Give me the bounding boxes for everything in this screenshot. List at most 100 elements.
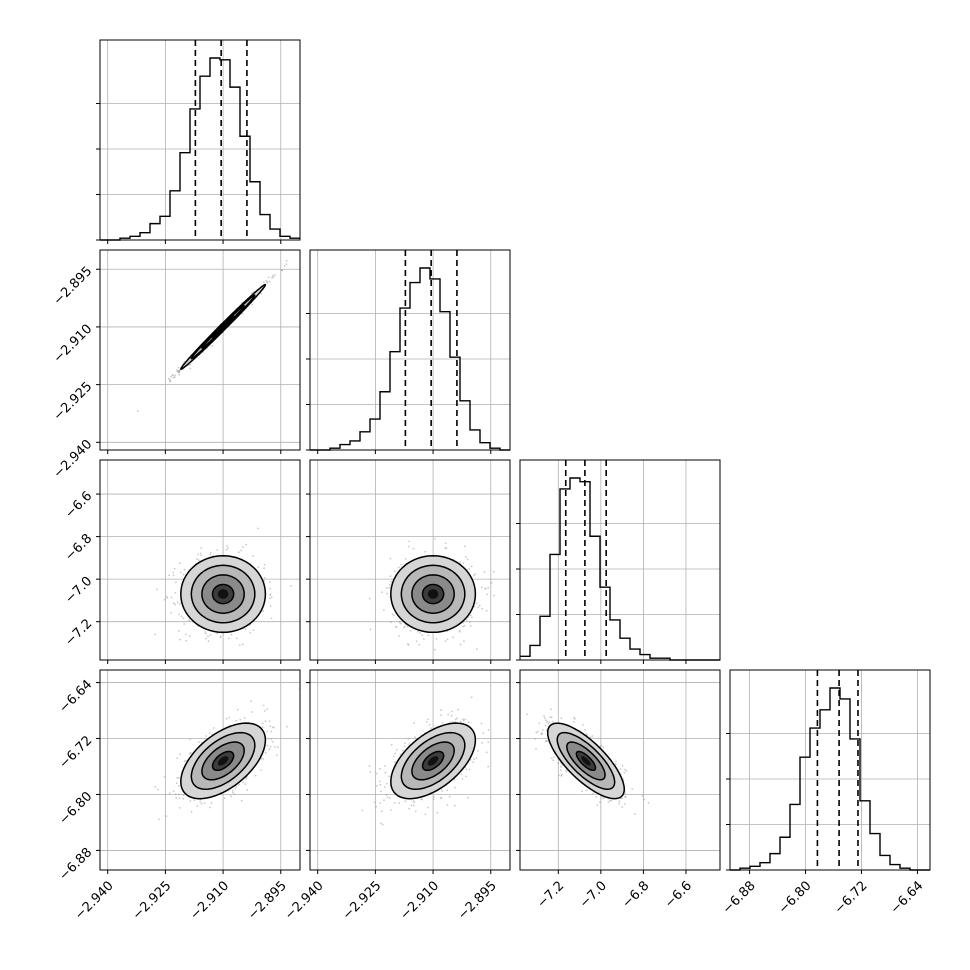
sample-point bbox=[196, 805, 199, 807]
sample-point bbox=[381, 823, 384, 826]
sample-point bbox=[463, 640, 465, 643]
sample-point bbox=[390, 809, 392, 811]
sample-point bbox=[475, 602, 478, 605]
sample-point bbox=[264, 720, 267, 722]
sample-point bbox=[183, 568, 186, 571]
sample-point bbox=[607, 801, 610, 803]
scatter-panel-3-2 bbox=[516, 669, 721, 874]
sample-point bbox=[209, 634, 212, 636]
sample-point bbox=[376, 784, 378, 787]
sample-point bbox=[464, 718, 467, 721]
sample-point bbox=[473, 758, 475, 761]
sample-point bbox=[400, 563, 402, 566]
sample-point bbox=[174, 374, 177, 377]
contour-3 bbox=[180, 554, 267, 634]
sample-point bbox=[264, 751, 267, 754]
sample-point bbox=[461, 778, 464, 780]
sample-point bbox=[482, 732, 485, 735]
sample-point bbox=[177, 366, 180, 369]
sample-point bbox=[231, 789, 234, 792]
panel-frame bbox=[519, 459, 721, 661]
sample-point bbox=[446, 638, 449, 641]
sample-point bbox=[174, 793, 177, 796]
sample-point bbox=[643, 798, 646, 801]
y-tick-label: −6.6 bbox=[62, 489, 95, 522]
sample-point bbox=[171, 374, 174, 376]
sample-point bbox=[448, 795, 451, 798]
sample-point bbox=[404, 800, 407, 803]
sample-point bbox=[168, 792, 171, 795]
sample-point bbox=[167, 377, 170, 380]
sample-point bbox=[178, 562, 181, 565]
sample-point bbox=[285, 259, 288, 262]
sample-point bbox=[534, 737, 537, 740]
sample-point bbox=[238, 644, 241, 646]
x-tick-label: −6.6 bbox=[662, 878, 695, 911]
sample-point bbox=[386, 782, 388, 785]
sample-point bbox=[386, 796, 389, 799]
sample-point bbox=[178, 807, 181, 809]
sample-point bbox=[254, 774, 257, 777]
sample-point bbox=[477, 606, 480, 609]
sample-point bbox=[245, 543, 248, 546]
sample-point bbox=[391, 613, 394, 615]
sample-point bbox=[421, 798, 423, 801]
sample-point bbox=[163, 598, 166, 601]
sample-point bbox=[231, 791, 234, 794]
sample-point bbox=[189, 367, 192, 370]
sample-point bbox=[398, 635, 401, 637]
sample-point bbox=[546, 720, 548, 723]
sample-point bbox=[599, 745, 602, 747]
sample-point bbox=[465, 768, 468, 770]
sample-point bbox=[174, 603, 177, 606]
sample-point bbox=[470, 696, 473, 699]
sample-point bbox=[260, 769, 262, 771]
diag-panel-3 bbox=[726, 669, 931, 874]
sample-point bbox=[574, 718, 576, 720]
sample-point bbox=[553, 756, 555, 758]
sample-point bbox=[178, 785, 180, 787]
sample-point bbox=[158, 818, 160, 821]
sample-point bbox=[451, 710, 453, 713]
sample-point bbox=[565, 771, 568, 773]
diag-panel-0 bbox=[96, 39, 301, 244]
sample-point bbox=[395, 748, 398, 751]
y-tick-label: −2.925 bbox=[51, 379, 96, 424]
sample-point bbox=[176, 601, 179, 604]
sample-point bbox=[178, 370, 181, 373]
sample-point bbox=[263, 563, 266, 566]
sample-point bbox=[250, 700, 253, 703]
x-tick-label: −2.910 bbox=[398, 878, 443, 923]
sample-point bbox=[209, 553, 212, 556]
sample-point bbox=[487, 765, 490, 768]
sample-point bbox=[581, 790, 583, 793]
contour-2 bbox=[190, 564, 256, 624]
sample-point bbox=[156, 588, 158, 591]
sample-point bbox=[189, 738, 191, 741]
sample-point bbox=[417, 630, 419, 633]
sample-point bbox=[172, 574, 175, 577]
sample-point bbox=[560, 717, 563, 720]
sample-point bbox=[226, 545, 229, 547]
sample-point bbox=[289, 584, 292, 587]
sample-point bbox=[246, 789, 249, 791]
sample-point bbox=[216, 549, 219, 551]
sample-point bbox=[446, 804, 449, 806]
sample-point bbox=[210, 802, 213, 804]
sample-point bbox=[369, 771, 372, 773]
sample-point bbox=[252, 555, 255, 557]
sample-point bbox=[272, 276, 275, 278]
sample-point bbox=[199, 800, 202, 803]
sample-point bbox=[268, 720, 271, 723]
sample-point bbox=[434, 648, 436, 651]
sample-point bbox=[415, 640, 418, 643]
contour-1 bbox=[411, 741, 455, 781]
sample-point bbox=[388, 583, 391, 586]
sample-point bbox=[545, 719, 547, 721]
sample-point bbox=[423, 638, 425, 640]
sample-point bbox=[459, 561, 462, 563]
sample-point bbox=[175, 782, 178, 785]
sample-point bbox=[610, 799, 613, 802]
sample-point bbox=[262, 758, 264, 760]
sample-point bbox=[421, 634, 424, 636]
